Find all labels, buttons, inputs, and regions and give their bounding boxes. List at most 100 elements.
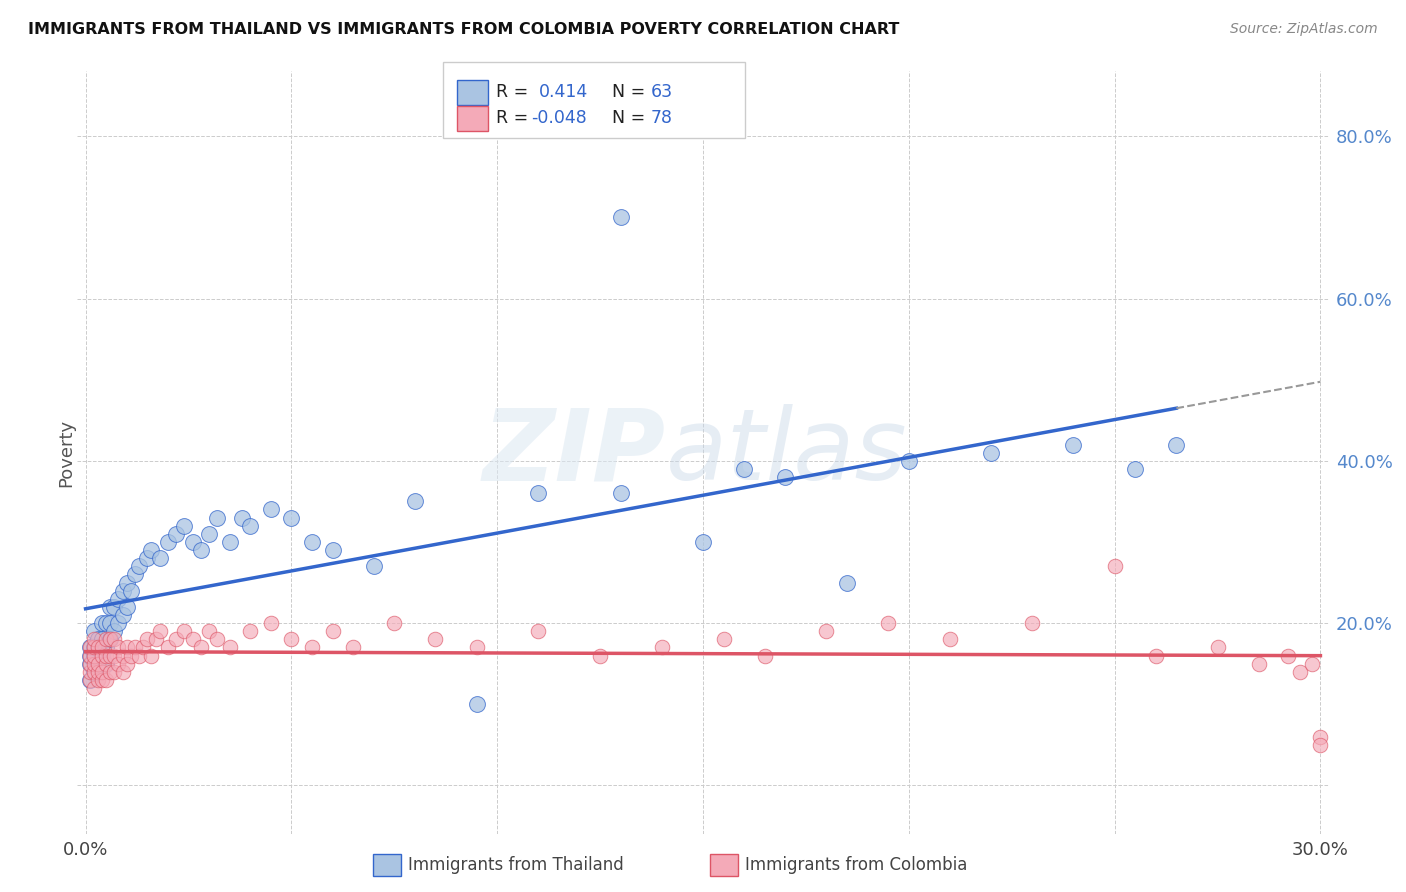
Point — [98, 665, 121, 679]
Point — [87, 673, 110, 687]
Point — [83, 665, 105, 679]
Point — [141, 648, 163, 663]
Point — [1123, 462, 1146, 476]
Text: R =: R = — [496, 83, 529, 101]
Point — [87, 640, 110, 655]
Point — [94, 640, 117, 655]
Point — [94, 632, 117, 647]
Point — [322, 624, 344, 639]
Point — [94, 657, 117, 671]
Point — [115, 640, 138, 655]
Point — [218, 640, 240, 655]
Point — [91, 673, 114, 687]
Point — [98, 632, 121, 647]
Text: Source: ZipAtlas.com: Source: ZipAtlas.com — [1230, 22, 1378, 37]
Point — [280, 632, 302, 647]
Point — [190, 543, 212, 558]
Point — [173, 624, 195, 639]
Point — [79, 648, 101, 663]
Point — [207, 510, 229, 524]
Point — [83, 640, 105, 655]
Point — [87, 657, 110, 671]
Point — [165, 526, 187, 541]
Point — [115, 657, 138, 671]
Text: Immigrants from Colombia: Immigrants from Colombia — [745, 855, 967, 874]
Point — [239, 518, 262, 533]
Point — [260, 502, 283, 516]
Point — [1062, 437, 1084, 451]
Point — [79, 673, 101, 687]
Point — [465, 697, 488, 711]
Point — [149, 551, 172, 566]
Point — [91, 648, 114, 663]
Point — [98, 632, 121, 647]
Point — [103, 648, 125, 663]
Point — [1309, 730, 1331, 744]
Point — [79, 640, 101, 655]
Point — [124, 567, 146, 582]
Point — [1166, 437, 1188, 451]
Point — [181, 632, 204, 647]
Point — [83, 681, 105, 695]
Point — [103, 624, 125, 639]
Point — [87, 657, 110, 671]
Point — [79, 648, 101, 663]
Point — [91, 616, 114, 631]
Point — [111, 607, 134, 622]
Point — [107, 616, 129, 631]
Point — [98, 599, 121, 614]
Point — [775, 470, 797, 484]
Point — [1104, 559, 1126, 574]
Point — [98, 648, 121, 663]
Text: atlas: atlas — [665, 404, 907, 501]
Point — [589, 648, 612, 663]
Point — [1289, 665, 1312, 679]
Point — [79, 657, 101, 671]
Point — [609, 211, 631, 225]
Point — [107, 657, 129, 671]
Point — [231, 510, 253, 524]
Point — [713, 632, 735, 647]
Point — [425, 632, 447, 647]
Text: 78: 78 — [651, 109, 673, 127]
Point — [404, 494, 426, 508]
Point — [103, 665, 125, 679]
Point — [94, 648, 117, 663]
Point — [156, 535, 179, 549]
Point — [120, 583, 142, 598]
Point — [124, 640, 146, 655]
Point — [609, 486, 631, 500]
Point — [651, 640, 673, 655]
Point — [939, 632, 962, 647]
Point — [692, 535, 714, 549]
Point — [754, 648, 776, 663]
Point — [190, 640, 212, 655]
Point — [107, 591, 129, 606]
Point — [91, 640, 114, 655]
Point — [83, 624, 105, 639]
Point — [527, 624, 550, 639]
Point — [280, 510, 302, 524]
Text: 0.414: 0.414 — [538, 83, 588, 101]
Point — [132, 640, 155, 655]
Point — [83, 665, 105, 679]
Point — [94, 657, 117, 671]
Point — [103, 599, 125, 614]
Point — [83, 648, 105, 663]
Point — [87, 665, 110, 679]
Point — [1277, 648, 1299, 663]
Point — [107, 640, 129, 655]
Point — [141, 543, 163, 558]
Point — [207, 632, 229, 647]
Text: R =: R = — [496, 109, 529, 127]
Text: -0.048: -0.048 — [531, 109, 588, 127]
Point — [1301, 657, 1323, 671]
Point — [363, 559, 385, 574]
Point — [1247, 657, 1270, 671]
Point — [1021, 616, 1043, 631]
Text: IMMIGRANTS FROM THAILAND VS IMMIGRANTS FROM COLOMBIA POVERTY CORRELATION CHART: IMMIGRANTS FROM THAILAND VS IMMIGRANTS F… — [28, 22, 900, 37]
Point — [1206, 640, 1229, 655]
Point — [94, 673, 117, 687]
Y-axis label: Poverty: Poverty — [58, 418, 75, 487]
Point — [111, 583, 134, 598]
